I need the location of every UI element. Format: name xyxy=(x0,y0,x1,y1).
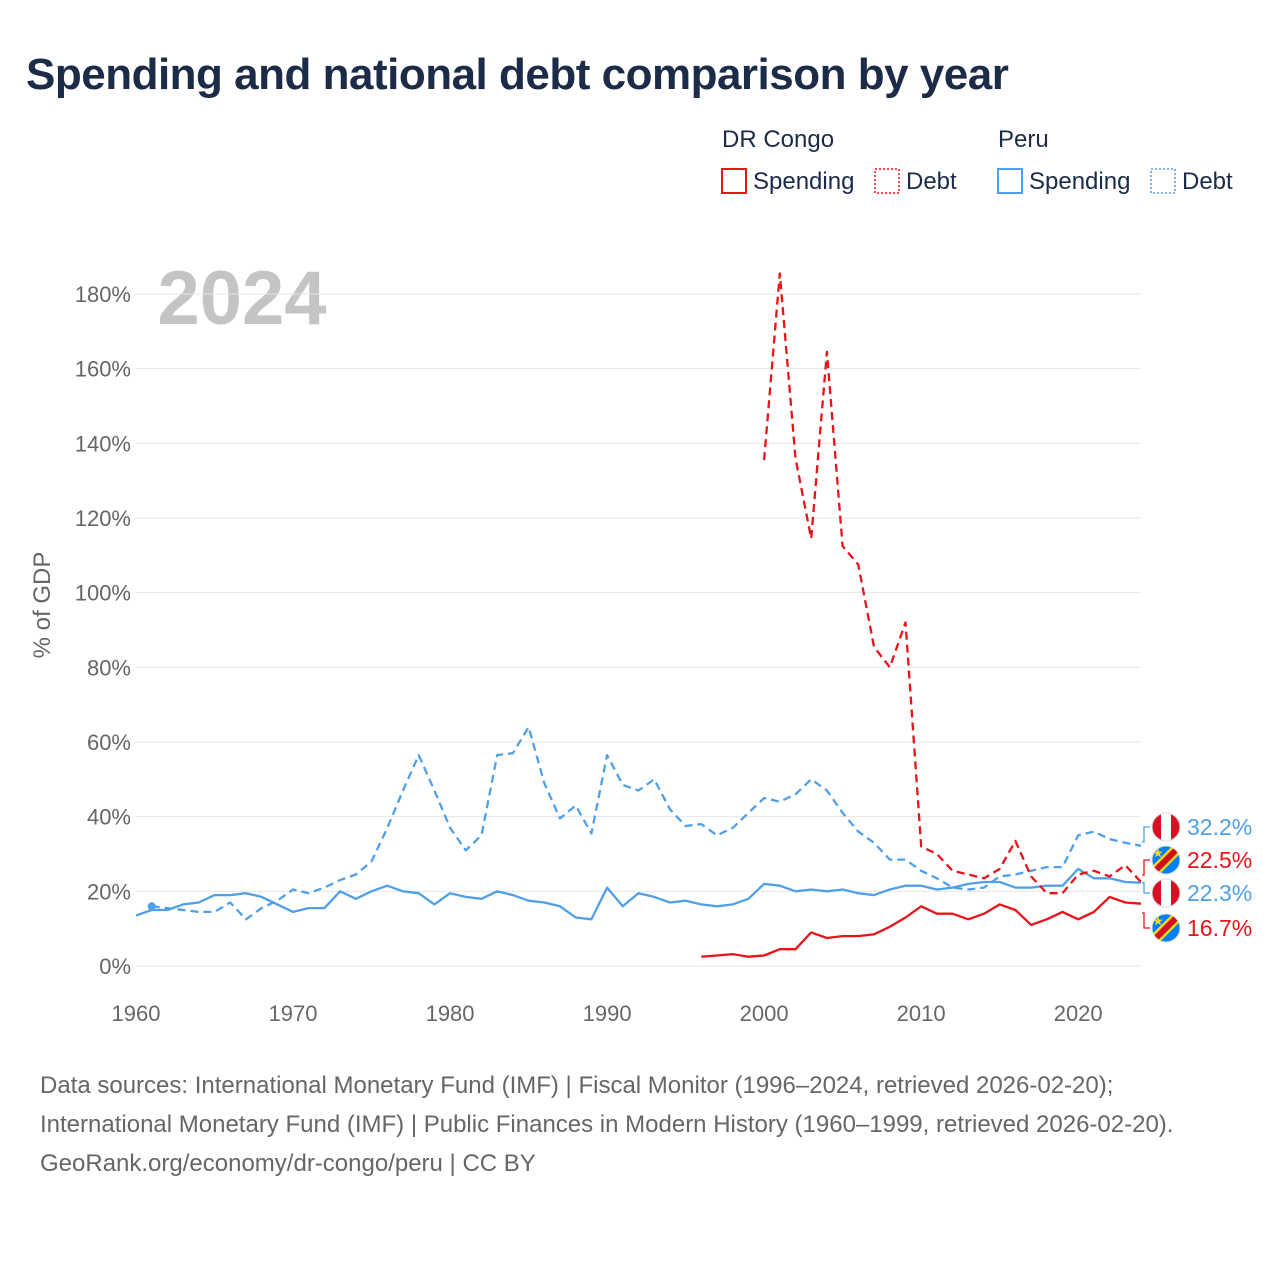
y-tick-label: 0% xyxy=(99,954,131,979)
dr-congo-flag-icon xyxy=(1151,845,1181,875)
dr-congo-flag-icon xyxy=(1151,913,1181,943)
end-value-label: 32.2% xyxy=(1187,814,1252,840)
x-tick-label: 2010 xyxy=(897,1001,946,1026)
peru-flag-icon xyxy=(1151,878,1181,908)
x-axis: 1960 1970 1980 1990 2000 2010 2020 xyxy=(112,1001,1103,1026)
end-label-connector xyxy=(1142,912,1150,929)
y-tick-label: 180% xyxy=(75,282,131,307)
legend-label-1-0: Spending xyxy=(1029,168,1130,195)
legend-label-1-1: Debt xyxy=(1182,168,1233,195)
x-tick-label: 2020 xyxy=(1054,1001,1103,1026)
series-peru-debt xyxy=(151,725,1142,921)
legend-swatch-0-1 xyxy=(874,168,900,194)
y-tick-label: 160% xyxy=(75,357,131,382)
end-value-label: 22.3% xyxy=(1187,880,1252,906)
x-tick-label: 1980 xyxy=(426,1001,475,1026)
legend-swatch-1-1 xyxy=(1150,168,1176,194)
legend: DR Congo Spending Debt Peru Spending Debt xyxy=(721,126,1233,195)
end-label-connector xyxy=(1142,882,1150,894)
y-tick-label: 100% xyxy=(75,581,131,606)
data-sources-text: Data sources: International Monetary Fun… xyxy=(40,1072,1174,1138)
gridlines xyxy=(136,293,1141,967)
series-dr-congo-debt xyxy=(762,272,1142,895)
series-peru-spending xyxy=(135,867,1142,921)
series-start-dot xyxy=(147,902,156,911)
y-tick-label: 120% xyxy=(75,506,131,531)
legend-label-0-1: Debt xyxy=(906,168,957,195)
legend-group-1-title: Peru xyxy=(998,126,1049,153)
x-tick-label: 1960 xyxy=(112,1001,161,1026)
x-tick-label: 2000 xyxy=(740,1001,789,1026)
y-tick-label: 140% xyxy=(75,431,131,456)
line-chart: DR Congo Spending Debt Peru Spending Debt 202… xyxy=(29,126,1252,1026)
credit-link[interactable]: GeoRank.org/economy/dr-congo/peru | CC B… xyxy=(40,1150,536,1177)
footer: Data sources: International Monetary Fun… xyxy=(40,1066,1240,1183)
y-tick-label: 80% xyxy=(87,655,131,680)
legend-group-0-title: DR Congo xyxy=(722,126,834,153)
legend-swatch-0-0 xyxy=(721,168,747,194)
end-labels: 32.2% 22.5% 22.3% 16.7% xyxy=(1142,812,1252,943)
chart-title: Spending and national debt comparison by… xyxy=(26,50,1009,99)
y-axis-label: % of GDP xyxy=(29,552,56,659)
y-tick-label: 40% xyxy=(87,805,131,830)
legend-swatch-1-0 xyxy=(997,168,1023,194)
series-dr-congo-spending xyxy=(701,895,1142,958)
x-tick-label: 1970 xyxy=(269,1001,318,1026)
end-label-connector xyxy=(1142,826,1150,843)
y-tick-label: 60% xyxy=(87,730,131,755)
x-tick-label: 1990 xyxy=(583,1001,632,1026)
legend-label-0-0: Spending xyxy=(753,168,854,195)
end-value-label: 16.7% xyxy=(1187,915,1252,941)
series-lines xyxy=(135,272,1142,958)
end-value-label: 22.5% xyxy=(1187,847,1252,873)
peru-flag-icon xyxy=(1151,812,1181,842)
end-label-connector xyxy=(1142,859,1150,876)
year-watermark: 2024 xyxy=(157,256,326,341)
y-tick-label: 20% xyxy=(87,879,131,904)
y-axis: 0% 20% 40% 60% 80% 100% 120% 140% 160% 180% xyxy=(75,282,131,979)
